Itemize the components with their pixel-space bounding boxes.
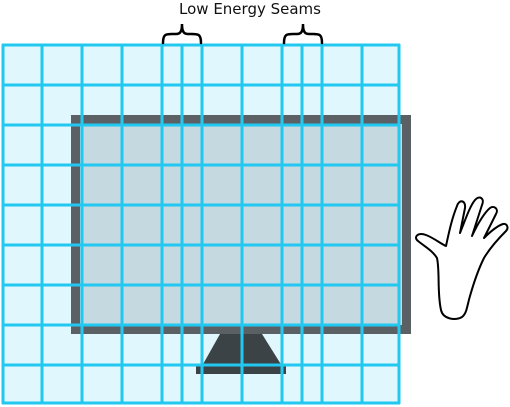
pixel-grid [1, 43, 401, 405]
curly-brace-icon [161, 23, 203, 45]
hand-outline-icon [415, 196, 509, 320]
curly-brace-icon [282, 23, 324, 45]
low-energy-seams-label: Low Energy Seams [179, 0, 321, 18]
